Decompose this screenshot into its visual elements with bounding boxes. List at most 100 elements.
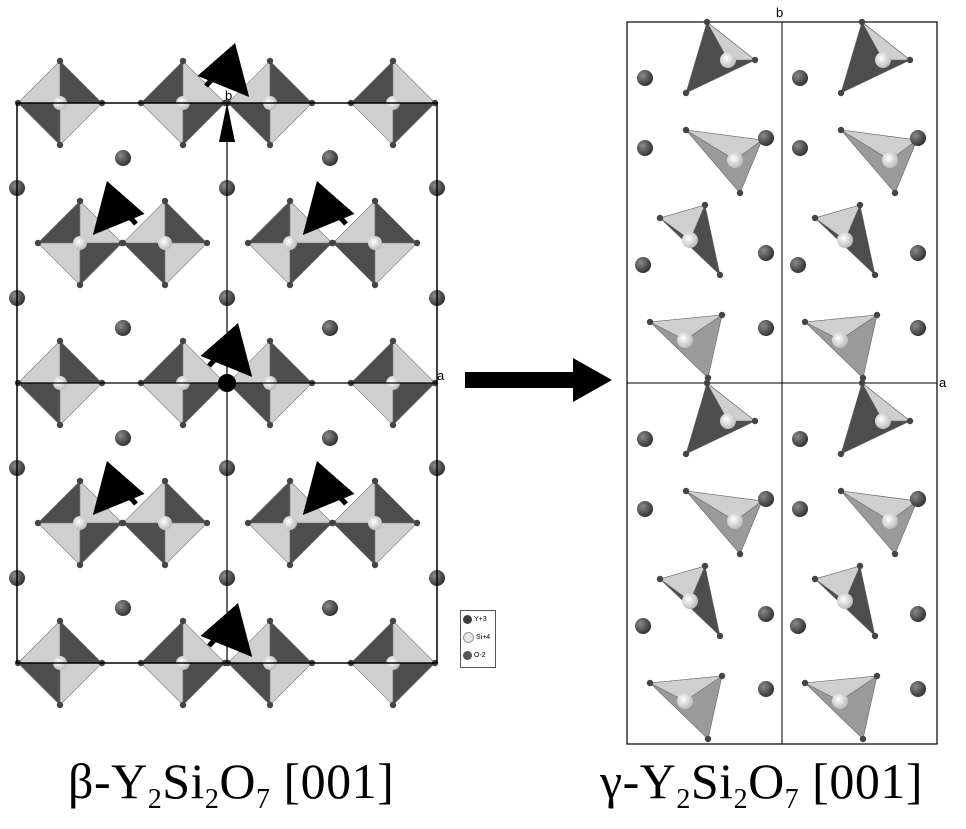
si-tetrahedron: [14, 337, 106, 429]
tetra-face: [814, 204, 861, 241]
yttrium-atom: [115, 600, 131, 616]
tetra-face: [374, 242, 418, 286]
tetra-face: [182, 340, 226, 384]
rotation-arrow: [197, 42, 250, 98]
tetra-face: [840, 490, 918, 522]
yttrium-atom: [637, 501, 653, 517]
gamma-caption: γ-Y2Si2O7 [001]: [600, 752, 923, 816]
rotation-arrow: [92, 460, 145, 516]
si-tetrahedron: [646, 311, 726, 382]
oxygen-atom: [329, 239, 337, 247]
oxygen-atom: [371, 197, 379, 205]
oxygen-atom: [244, 519, 252, 527]
si-tetrahedron: [347, 337, 439, 429]
si-tetrahedron: [682, 126, 766, 197]
si-tetrahedron: [656, 562, 724, 640]
tetra-face: [374, 522, 418, 566]
oxygen-atom: [716, 271, 724, 279]
gamma-caption-sub2: 2: [733, 784, 749, 815]
oxygen-atom: [871, 271, 879, 279]
oxygen-atom: [203, 239, 211, 247]
oxygen-atom: [703, 379, 711, 387]
tetra-face: [269, 620, 313, 664]
si-atom: [875, 52, 891, 68]
tetra-face: [332, 200, 376, 244]
oxygen-atom: [389, 57, 397, 65]
tetra-face: [706, 382, 756, 422]
yttrium-atom: [792, 70, 808, 86]
tetra-face: [269, 102, 313, 146]
atom-legend: Y+3 Si+4 O-2: [460, 610, 496, 668]
tetra-face: [269, 340, 313, 384]
oxygen-atom: [76, 477, 84, 485]
oxygen-atom: [329, 519, 337, 527]
si-atom: [720, 413, 736, 429]
tetra-face: [350, 662, 394, 706]
si-tetrahedron: [811, 562, 879, 640]
tetra-face: [59, 662, 103, 706]
oxygen-atom: [56, 57, 64, 65]
si-atom: [875, 413, 891, 429]
yttrium-atom: [792, 140, 808, 156]
oxygen-atom: [858, 18, 866, 26]
transition-arrow: [465, 358, 612, 402]
tetra-face: [350, 382, 394, 426]
si-tetrahedron: [837, 18, 914, 97]
yttrium-atom: [635, 618, 651, 634]
oxygen-atom: [837, 89, 845, 97]
beta-axis-b-label: b: [225, 88, 232, 103]
tetra-face: [227, 382, 271, 426]
tetra-face: [289, 480, 333, 524]
oxygen-atom: [286, 281, 294, 289]
tetra-face: [17, 382, 61, 426]
tetra-face: [37, 480, 81, 524]
oxygen-atom: [891, 189, 899, 197]
si-tetrahedron: [837, 379, 914, 458]
si-tetrahedron: [656, 201, 724, 279]
tetra-face: [79, 480, 123, 524]
oxygen-atom: [837, 450, 845, 458]
y-atom-icon: [463, 614, 472, 624]
oxygen-atom: [266, 337, 274, 345]
gamma-axis-b-label: b: [776, 5, 783, 20]
oxygen-atom: [56, 617, 64, 625]
tetra-face: [350, 620, 394, 664]
tetra-face: [227, 340, 271, 384]
oxygen-atom: [751, 56, 759, 64]
si-tetrahedron: [811, 201, 879, 279]
yttrium-atom: [758, 606, 774, 622]
oxygen-atom: [718, 672, 726, 680]
rotation-arrow: [302, 180, 355, 236]
b-axis-marker: [219, 103, 235, 142]
beta-caption-o: O: [219, 753, 257, 809]
oxygen-atom: [682, 89, 690, 97]
tetra-face: [659, 565, 706, 602]
tetra-face: [122, 480, 166, 524]
gamma-tetrahedra: [646, 18, 921, 743]
tetra-face: [59, 620, 103, 664]
yttrium-atom: [792, 431, 808, 447]
oxygen-atom: [266, 421, 274, 429]
oxygen-atom: [56, 141, 64, 149]
gamma-yttrium-atoms: [635, 70, 926, 697]
oxygen-atom: [266, 617, 274, 625]
beta-caption: β-Y2Si2O7 [001]: [68, 752, 394, 816]
si-tetrahedron: [244, 197, 336, 289]
si-atom: [837, 232, 853, 248]
si-atom: [677, 693, 693, 709]
tetra-face: [59, 382, 103, 426]
si-atom: [882, 513, 898, 529]
tetra-face: [182, 620, 226, 664]
tetra-face: [861, 21, 911, 61]
tetra-face: [332, 480, 376, 524]
si-atom: [73, 516, 87, 530]
yttrium-atom: [322, 320, 338, 336]
oxygen-atom: [871, 632, 879, 640]
yttrium-atom: [758, 681, 774, 697]
tetra-face: [59, 102, 103, 146]
oxygen-atom: [704, 735, 712, 743]
oxygen-atom: [906, 56, 914, 64]
si-atom: [720, 52, 736, 68]
oxygen-atom: [203, 519, 211, 527]
si-atom: [837, 593, 853, 609]
